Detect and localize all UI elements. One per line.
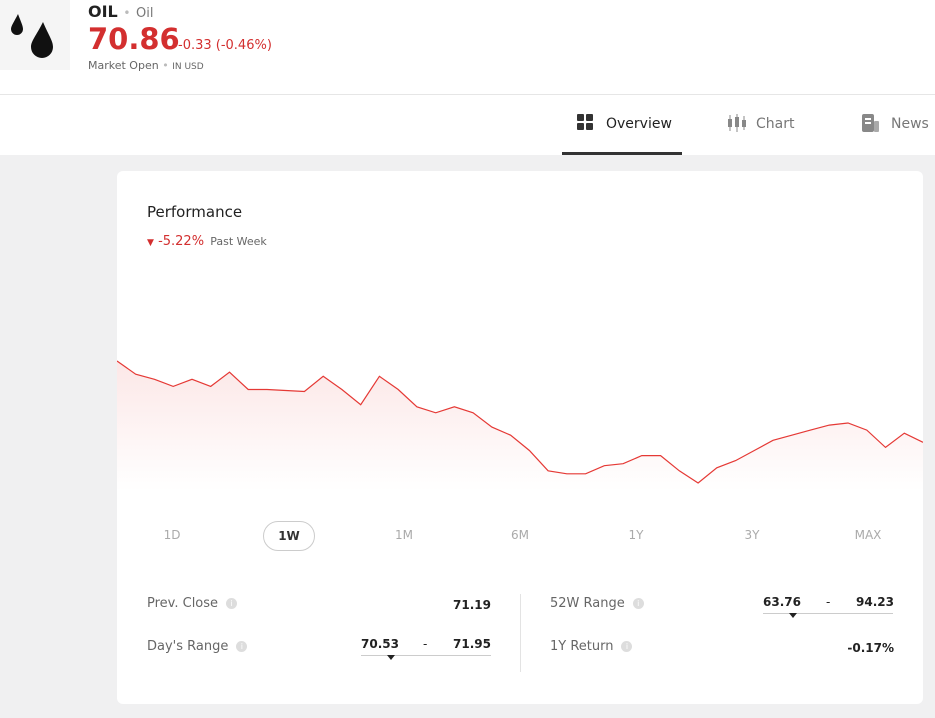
tab[interactable]: News <box>891 116 929 132</box>
stat-value: -0.17% <box>847 641 894 655</box>
stat-label: Prev. Close <box>147 596 219 611</box>
range-marker <box>387 655 396 660</box>
change: -0.33 (-0.46%) <box>178 38 272 53</box>
range-sep: - <box>826 595 831 609</box>
range-high: 71.95 <box>453 637 491 651</box>
range-bar <box>763 613 893 614</box>
tab-indicator <box>562 152 682 155</box>
oil-icon <box>11 14 53 58</box>
overview-icon <box>577 114 593 130</box>
range-button[interactable]: 1D <box>163 528 181 542</box>
status: Market Open <box>88 59 159 72</box>
range-marker <box>789 613 798 618</box>
range-sep: - <box>423 637 428 651</box>
card-title: Performance <box>147 203 243 221</box>
performance-change: -5.22% <box>158 234 205 249</box>
stat-label: 52W Range <box>550 596 625 611</box>
name: Oil <box>135 6 154 21</box>
range-high: 94.23 <box>856 595 894 609</box>
news-icon <box>862 114 879 132</box>
range-button[interactable]: 1Y <box>628 528 644 542</box>
stat-value: 71.19 <box>453 598 491 612</box>
range-low: 63.76 <box>763 595 801 609</box>
area <box>117 361 923 491</box>
performance-chart <box>117 360 923 491</box>
currency: IN USD <box>172 62 204 72</box>
logo <box>0 0 70 70</box>
period: Past Week <box>210 235 267 248</box>
range-low: 70.53 <box>361 637 399 651</box>
price: 70.86 <box>88 22 180 56</box>
tab[interactable]: Overview <box>606 116 672 132</box>
header: OIL • Oil 70.86 -0.33 (-0.46%) Market Op… <box>0 0 935 155</box>
range-button[interactable]: 3Y <box>744 528 760 542</box>
performance-card: Performance ▼ -5.22% Past Week 1D 1W 1M 6M 1… <box>117 171 923 704</box>
tab[interactable]: Chart <box>756 116 795 132</box>
range-button[interactable]: 1M <box>395 528 413 542</box>
stat-label: Day's Range <box>147 639 229 654</box>
range-button[interactable]: MAX <box>854 528 882 542</box>
range-bar <box>361 655 491 656</box>
range-button[interactable]: 1W <box>263 521 315 551</box>
chart-icon <box>728 114 746 132</box>
symbol: OIL <box>88 2 118 21</box>
price-line <box>117 360 923 484</box>
stat-label: 1Y Return <box>550 639 614 654</box>
range-button[interactable]: 6M <box>511 528 529 542</box>
